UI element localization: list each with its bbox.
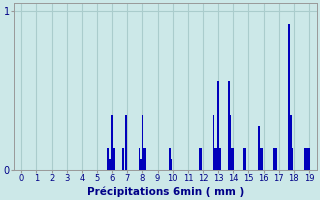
Bar xyxy=(125,115,127,170)
Bar xyxy=(232,148,234,170)
Bar xyxy=(110,159,112,170)
Bar xyxy=(113,148,115,170)
Bar xyxy=(217,81,219,170)
Bar xyxy=(143,148,145,170)
Bar xyxy=(275,148,276,170)
Bar xyxy=(305,148,307,170)
Bar xyxy=(169,148,171,170)
Bar xyxy=(139,148,140,170)
Bar xyxy=(170,159,172,170)
Bar xyxy=(258,126,260,170)
Bar xyxy=(261,148,263,170)
Bar xyxy=(111,115,113,170)
Bar xyxy=(122,148,124,170)
Bar xyxy=(229,115,231,170)
Bar xyxy=(216,148,218,170)
Bar xyxy=(273,148,275,170)
Bar xyxy=(228,81,230,170)
Bar xyxy=(214,148,216,170)
X-axis label: Précipitations 6min ( mm ): Précipitations 6min ( mm ) xyxy=(86,186,244,197)
Bar xyxy=(145,148,146,170)
Bar xyxy=(292,148,293,170)
Bar xyxy=(231,148,233,170)
Bar xyxy=(288,24,290,170)
Bar xyxy=(290,115,292,170)
Bar xyxy=(307,148,308,170)
Bar xyxy=(140,159,142,170)
Bar xyxy=(308,148,310,170)
Bar xyxy=(107,148,108,170)
Bar xyxy=(244,148,246,170)
Bar xyxy=(108,159,110,170)
Bar xyxy=(213,115,214,170)
Bar xyxy=(303,148,305,170)
Bar xyxy=(141,115,143,170)
Bar xyxy=(219,148,220,170)
Bar xyxy=(201,148,202,170)
Bar xyxy=(199,148,201,170)
Bar xyxy=(260,148,261,170)
Bar xyxy=(243,148,245,170)
